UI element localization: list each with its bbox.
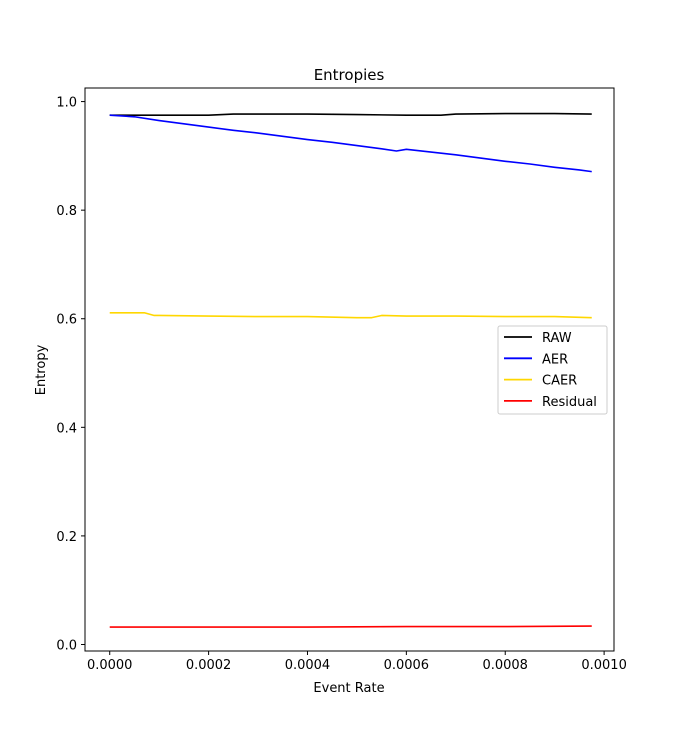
y-tick-label: 0.0	[56, 638, 77, 653]
axes-frame	[84, 87, 615, 652]
series-line-aer	[109, 114, 592, 173]
y-tick-label: 0.6	[56, 313, 77, 328]
plot-area	[109, 112, 592, 628]
chart-title: Entropies	[314, 66, 385, 84]
series-line-caer	[109, 311, 592, 319]
legend-label-caer: CAER	[542, 374, 577, 389]
x-tick-label: 0.0004	[285, 658, 331, 673]
x-tick-label: 0.0002	[186, 658, 232, 673]
legend-label-raw: RAW	[542, 331, 572, 346]
legend-box	[497, 325, 608, 415]
legend-label-residual: Residual	[542, 395, 597, 410]
x-tick-label: 0.0006	[384, 658, 430, 673]
y-tick-label: 0.4	[56, 421, 77, 436]
x-tick-label: 0.0000	[87, 658, 133, 673]
x-axis-ticks: 0.0000 0.0002 0.0004 0.0006 0.0008 0.0010	[87, 651, 627, 673]
y-axis-label: Entropy	[34, 344, 49, 395]
legend: RAW AER CAER Residual	[497, 325, 608, 415]
y-tick-label: 1.0	[56, 96, 77, 111]
series-line-raw	[109, 112, 592, 116]
y-tick-label: 0.2	[56, 530, 77, 545]
series-line-residual	[109, 625, 592, 628]
legend-label-aer: AER	[542, 352, 568, 367]
y-axis-ticks: 0.0 0.2 0.4 0.6 0.8 1.0	[56, 96, 85, 653]
x-tick-label: 0.0008	[482, 658, 528, 673]
y-tick-label: 0.8	[56, 204, 77, 219]
x-tick-label: 0.0010	[581, 658, 627, 673]
x-axis-label: Event Rate	[313, 681, 384, 696]
